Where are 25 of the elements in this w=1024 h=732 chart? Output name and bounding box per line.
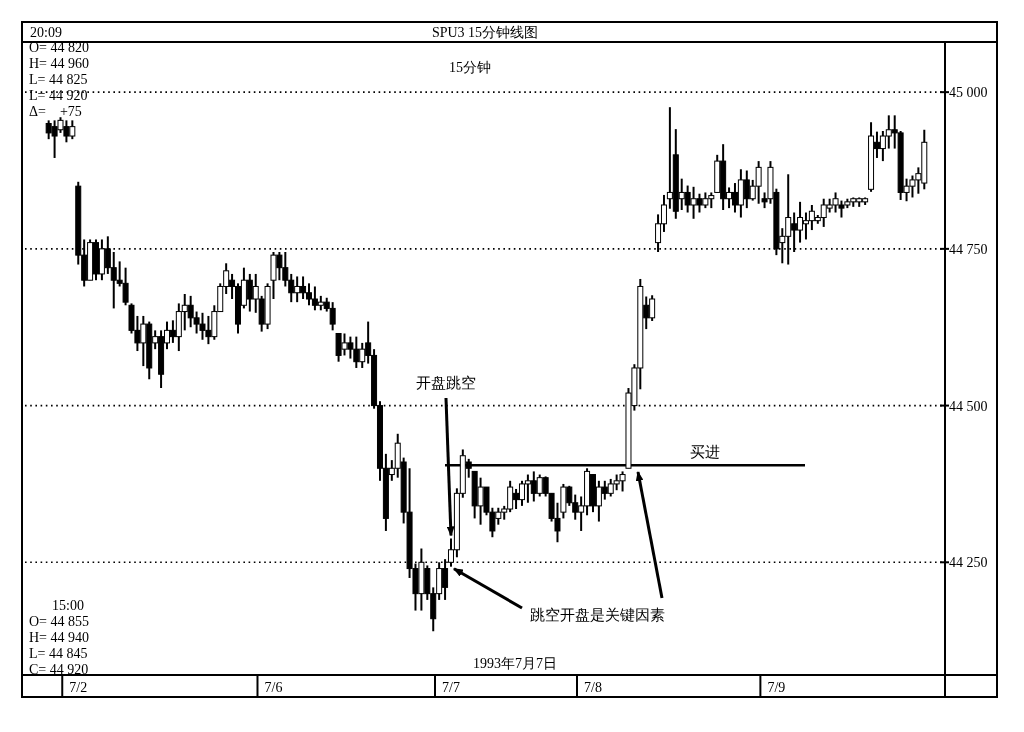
ref-line-label: 买进 [690,444,720,461]
annotation: H= 44 940 [29,630,90,645]
annotation: 跳空开盘是关键因素 [530,607,665,623]
annotation: 15:00 [52,598,84,613]
text: 20:09 [30,25,62,40]
y-tick-label: 45 000 [949,85,988,101]
annotation: L= 44 845 [29,646,88,661]
x-tick-label: 7/2 [69,680,88,695]
chart-title: SPU3 15分钟线图 [431,25,539,40]
y-tick-label: 44 750 [949,241,988,257]
text: 15分钟 [449,60,491,75]
annotation: Δ= +75 [29,104,82,119]
y-tick-label: 44 250 [949,555,988,571]
x-tick-label: 7/6 [264,680,283,695]
annotation: H= 44 960 [29,56,90,71]
annotation: 开盘跳空 [415,375,476,391]
annotation: 1993年7月7日 [473,656,557,671]
x-tick-label: 7/9 [767,680,786,695]
annotation: O= 44 855 [29,614,90,629]
x-tick-label: 7/8 [584,680,602,695]
annotation: C= 44 920 [29,662,89,677]
y-tick-label: 44 500 [949,398,988,414]
annotation: L= 44 825 [29,72,88,87]
annotation: L= 44 920 [29,88,88,103]
x-tick-label: 7/7 [442,680,460,695]
